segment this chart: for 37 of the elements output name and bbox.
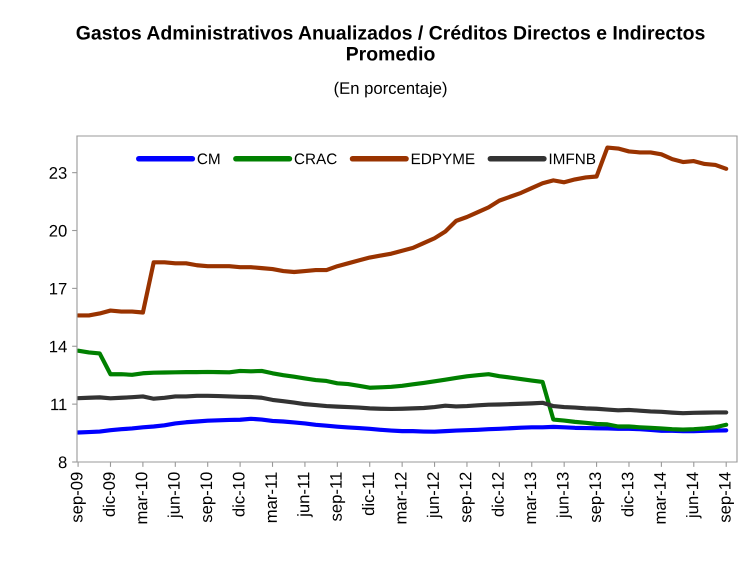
x-tick-label: mar-12 bbox=[394, 472, 407, 524]
x-tick-label: sep-13 bbox=[589, 472, 604, 522]
x-tick-label: dic-13 bbox=[621, 472, 634, 516]
legend-label: CM bbox=[198, 153, 220, 164]
x-tick-label: dic-11 bbox=[362, 472, 374, 516]
legend-label: CRAC bbox=[294, 153, 337, 164]
x-tick-label: mar-14 bbox=[654, 472, 666, 524]
chart-subtitle: (En porcentaje) bbox=[334, 82, 446, 98]
x-tick-label: mar-11 bbox=[265, 472, 277, 522]
line-series bbox=[77, 394, 728, 416]
x-tick-label: mar-10 bbox=[136, 472, 148, 524]
x-tick-label: sep-10 bbox=[200, 472, 216, 522]
x-tick-label: jun-12 bbox=[426, 472, 442, 518]
y-tick-label: 14 bbox=[50, 340, 67, 352]
x-tick-label: sep-14 bbox=[719, 472, 734, 522]
x-tick-label: jun-10 bbox=[168, 472, 184, 518]
legend-label: EDPYME bbox=[412, 154, 474, 164]
y-tick-label: 11 bbox=[51, 398, 66, 410]
line-series bbox=[77, 416, 728, 435]
chart-title: Gastos Administrativos Anualizados / Créditos Directos e Indirectos Promedio bbox=[76, 25, 705, 61]
legend-label: IMFNB bbox=[550, 154, 596, 164]
x-tick-label: jun-13 bbox=[556, 472, 572, 518]
x-tick-label: sep-12 bbox=[460, 472, 475, 522]
y-tick-label: 17 bbox=[50, 282, 66, 294]
x-tick-label: dic-12 bbox=[492, 472, 504, 516]
x-tick-label: mar-13 bbox=[524, 472, 536, 524]
x-tick-label: jun-11 bbox=[297, 472, 313, 518]
line-series bbox=[77, 348, 728, 432]
line-series bbox=[77, 145, 728, 318]
x-tick-label: dic-10 bbox=[232, 472, 245, 516]
y-tick-label: 8 bbox=[58, 456, 67, 468]
x-tick-label: sep-11 bbox=[330, 472, 346, 521]
x-tick-label: sep-09 bbox=[70, 472, 86, 522]
x-tick-label: jun-14 bbox=[686, 472, 702, 518]
y-tick-label: 20 bbox=[50, 224, 67, 237]
y-tick-label: 23 bbox=[50, 167, 67, 179]
x-tick-label: dic-09 bbox=[102, 472, 115, 516]
